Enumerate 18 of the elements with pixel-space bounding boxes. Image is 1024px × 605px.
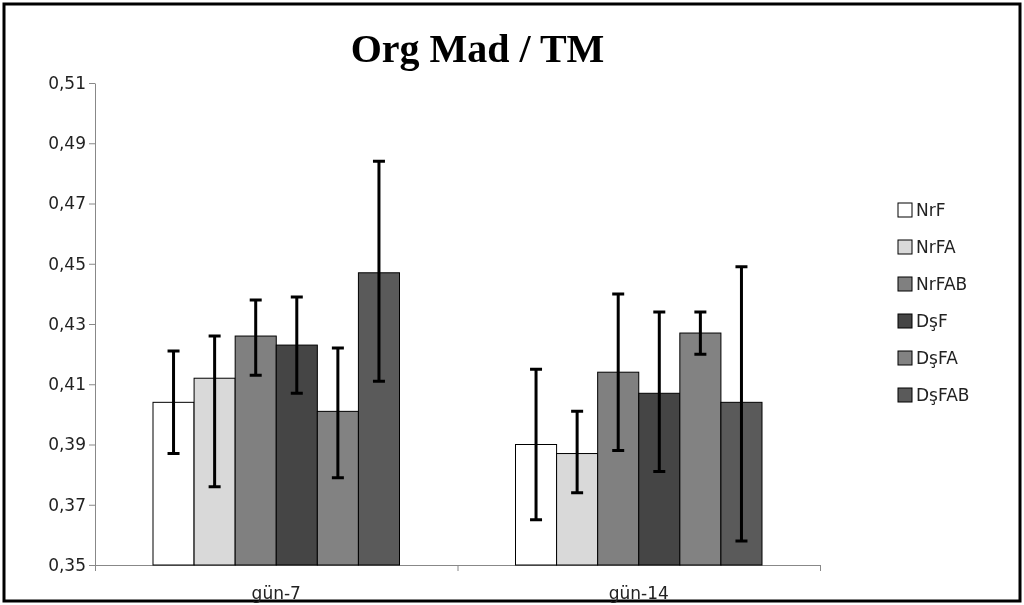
y-tick-label: 0,45: [48, 253, 86, 274]
legend-label: NrFA: [916, 237, 956, 257]
y-tick-label: 0,51: [48, 72, 86, 93]
legend-label: DşF: [916, 311, 948, 331]
y-tick-label: 0,43: [48, 313, 86, 334]
legend-label: DşFAB: [916, 385, 970, 405]
y-tick-label: 0,49: [48, 133, 86, 154]
legend-label: NrFAB: [916, 274, 968, 294]
y-tick-label: 0,41: [48, 374, 86, 395]
x-tick-label: gün-7: [251, 583, 301, 603]
x-tick-label: gün-14: [608, 583, 669, 603]
y-tick-label: 0,47: [48, 193, 86, 214]
y-tick-label: 0,39: [48, 434, 86, 455]
y-tick-label: 0,37: [48, 494, 86, 515]
legend-label: NrF: [916, 200, 946, 220]
y-tick-label: 0,35: [48, 554, 86, 575]
legend-label: DşFA: [916, 348, 959, 368]
chart-title: Org Mad / TM: [350, 26, 605, 71]
